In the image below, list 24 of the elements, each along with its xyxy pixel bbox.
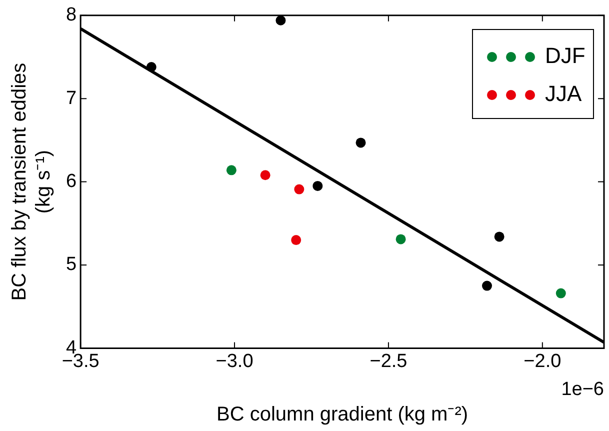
point [494, 232, 504, 242]
x-tick-label: −3.0 [216, 350, 254, 372]
y-axis-title: BC flux by transient eddies (kg s⁻¹) [8, 62, 55, 301]
y-tick-label: 5 [66, 254, 77, 276]
x-axis-title: BC column gradient (kg m⁻²) [216, 404, 468, 426]
point [482, 280, 492, 291]
point [291, 235, 302, 246]
point [556, 288, 566, 298]
point [396, 234, 406, 244]
x-tick-label: −2.5 [370, 350, 408, 372]
text: 1e−6 [561, 378, 604, 400]
point [260, 170, 270, 180]
point [356, 138, 366, 148]
point [294, 184, 304, 194]
point [276, 15, 286, 26]
point [312, 180, 323, 191]
x-tick-label: −2.0 [524, 350, 562, 372]
legend-label: DJF [545, 43, 586, 70]
legend-label: JJA [545, 81, 582, 108]
y-tick-label: 6 [66, 171, 77, 192]
y-tick-label: 8 [66, 4, 77, 26]
point [146, 62, 156, 72]
point [226, 165, 236, 176]
y-tick-label: 7 [66, 88, 77, 109]
